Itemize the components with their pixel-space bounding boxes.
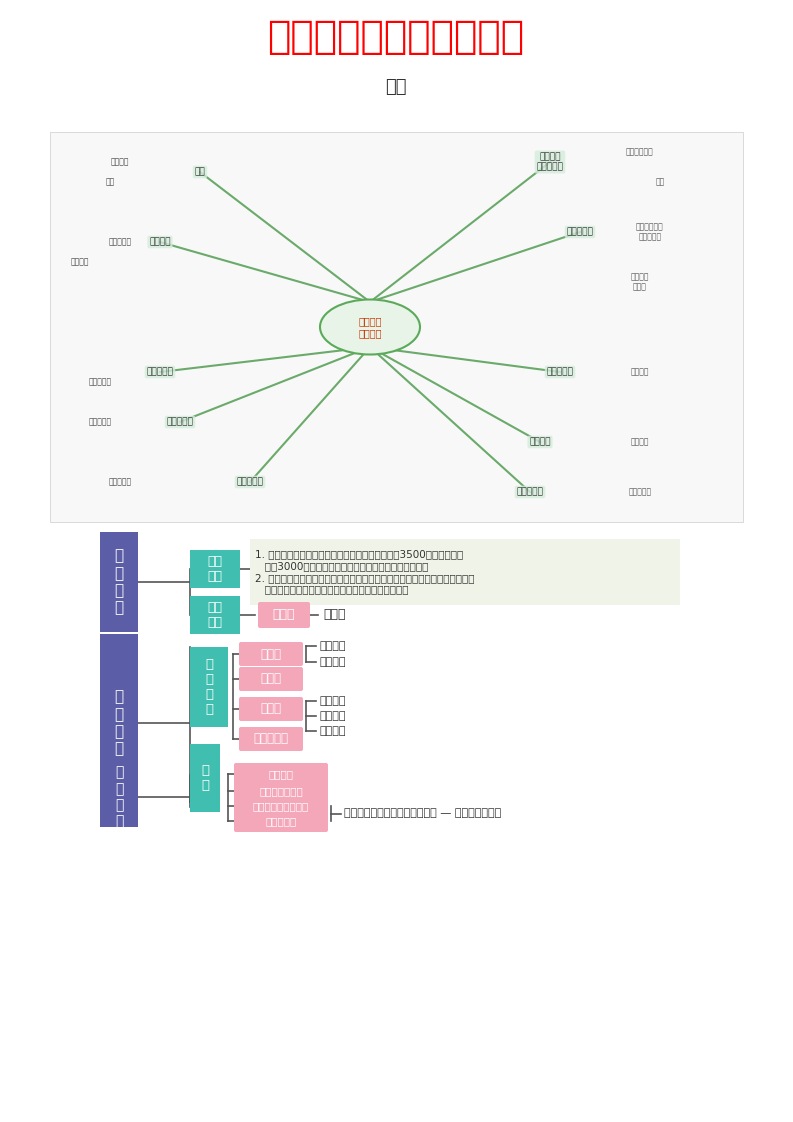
Text: 识记法: 识记法: [273, 608, 295, 622]
Text: 古诗文默写: 古诗文默写: [628, 487, 652, 497]
Text: 感情色彩、语体色彩: 感情色彩、语体色彩: [253, 801, 309, 811]
Bar: [250, 539, 680, 605]
Text: 字
音
字
形: 字 音 字 形: [205, 657, 213, 716]
Text: 1. 语文基础模块，选择题形式考查，要求考生认识3500个常用汉字，
   会写3000个字。做到读准字音、认清字形、掌握字义。
2. 理解词语在具体语言环境中: 1. 语文基础模块，选择题形式考查，要求考生认识3500个常用汉字， 会写300…: [255, 550, 474, 595]
Text: 记叙文阅读: 记叙文阅读: [89, 417, 112, 426]
Text: 文言文阅读: 文言文阅读: [89, 377, 112, 386]
FancyBboxPatch shape: [239, 666, 303, 691]
Text: 常见错误整理
借鉴与修改: 常见错误整理 借鉴与修改: [636, 222, 664, 241]
Text: 近义词、反义词: 近义词、反义词: [259, 787, 303, 795]
Text: 文学常识: 文学常识: [529, 438, 551, 447]
Text: 基
础
字
词: 基 础 字 词: [114, 689, 124, 756]
Text: 句的衔接
与连贯: 句的衔接 与连贯: [630, 273, 649, 292]
Text: 古文阅读: 古文阅读: [71, 258, 90, 267]
Text: 思想
方法: 思想 方法: [208, 601, 223, 629]
Text: 同音字: 同音字: [260, 702, 282, 716]
Bar: [190, 744, 220, 812]
FancyBboxPatch shape: [239, 642, 303, 666]
Text: 知
识
梳
理: 知 识 梳 理: [115, 765, 123, 828]
Text: 古诗文默写: 古诗文默写: [516, 487, 543, 497]
Text: 记叙文阅读: 记叙文阅读: [167, 417, 193, 426]
Bar: [100, 634, 138, 812]
Bar: [190, 550, 240, 588]
Text: 议论文阅读: 议论文阅读: [236, 478, 263, 487]
Text: 文言文阅读: 文言文阅读: [147, 368, 174, 377]
Text: 初中语文
思维导图: 初中语文 思维导图: [358, 316, 381, 338]
Text: 音同形异: 音同形异: [319, 711, 346, 721]
FancyBboxPatch shape: [234, 780, 328, 802]
FancyBboxPatch shape: [239, 697, 303, 721]
Text: 综合性学习: 综合性学习: [546, 368, 573, 377]
FancyBboxPatch shape: [258, 603, 310, 628]
FancyBboxPatch shape: [234, 810, 328, 833]
Text: 基础知识
掌握与应用: 基础知识 掌握与应用: [537, 153, 564, 172]
Text: 语境法: 语境法: [323, 608, 346, 622]
Bar: [100, 532, 138, 632]
Text: 多音字: 多音字: [260, 647, 282, 661]
Text: 音同义近: 音同义近: [319, 726, 346, 736]
Text: 语文: 语文: [385, 79, 407, 96]
Text: 文学常识: 文学常识: [630, 438, 649, 447]
Text: 古诗词阅读: 古诗词阅读: [109, 238, 132, 247]
FancyBboxPatch shape: [239, 727, 303, 751]
Text: 易错常用字: 易错常用字: [254, 733, 289, 745]
Text: 古诗词鉴赏: 古诗词鉴赏: [566, 228, 593, 237]
Text: 成语和俗语: 成语和俗语: [266, 816, 297, 826]
Text: 论述文阅读: 论述文阅读: [109, 478, 132, 487]
FancyBboxPatch shape: [234, 763, 328, 785]
Text: 词语: 词语: [655, 177, 665, 186]
Bar: [50, 132, 743, 522]
Text: 方法题型: 方法题型: [111, 157, 129, 166]
Text: 形近字: 形近字: [260, 672, 282, 686]
Text: 同义多音: 同义多音: [319, 657, 346, 666]
Bar: [190, 596, 240, 634]
Text: 音同形近: 音同形近: [319, 696, 346, 706]
Bar: [190, 647, 228, 727]
Bar: [100, 767, 138, 827]
Text: 古文阅读: 古文阅读: [149, 238, 170, 247]
Text: 词
语: 词 语: [201, 764, 209, 792]
Text: 考
点
分
析: 考 点 分 析: [114, 549, 124, 616]
Text: 阅读理解: 阅读理解: [630, 368, 649, 377]
Text: 字词的音形义: 字词的音形义: [626, 147, 654, 156]
FancyBboxPatch shape: [234, 795, 328, 817]
Text: 初中各科思维导图全汇总: 初中各科思维导图全汇总: [267, 18, 524, 56]
Text: 要求: 要求: [105, 177, 115, 186]
Text: 写作: 写作: [194, 167, 205, 176]
Text: 掌握考纲要求的常见成语的含义 — 正确辨析和使用: 掌握考纲要求的常见成语的含义 — 正确辨析和使用: [344, 809, 501, 819]
Text: 关联词语: 关联词语: [269, 769, 293, 779]
Text: 多义多音: 多义多音: [319, 641, 346, 651]
Text: 中考
定位: 中考 定位: [208, 555, 223, 583]
Ellipse shape: [320, 300, 420, 355]
